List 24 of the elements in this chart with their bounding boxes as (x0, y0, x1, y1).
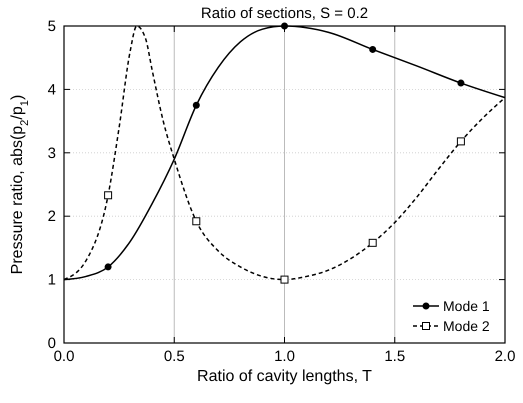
x-tick-label: 1.5 (384, 348, 406, 365)
point (457, 80, 464, 87)
y-tick-label: 4 (48, 81, 56, 98)
point (456, 137, 465, 146)
point (368, 238, 377, 247)
point (192, 217, 200, 226)
x-axis-title: Ratio of cavity lengths, T (197, 368, 372, 385)
chart-title: Ratio of sections, S = 0.2 (200, 5, 368, 22)
x-tick-label: 2.0 (494, 348, 516, 365)
legend-label: Mode 1 (443, 298, 490, 314)
y-tick-label: 2 (48, 208, 56, 226)
x-tick-label: 0.0 (54, 348, 74, 365)
legend-label: Mode 2 (443, 318, 490, 334)
y-tick-label: 3 (48, 144, 56, 162)
point (104, 191, 112, 200)
y-tick-label: 0 (48, 335, 56, 352)
x-tick-label: 0.5 (164, 348, 185, 365)
point (192, 102, 200, 109)
point (369, 46, 376, 53)
x-tick-label: 1.0 (274, 348, 295, 365)
point (104, 263, 112, 270)
y-tick-label: 1 (48, 272, 56, 289)
y-tick-label: 5 (48, 18, 56, 35)
point (280, 276, 288, 284)
